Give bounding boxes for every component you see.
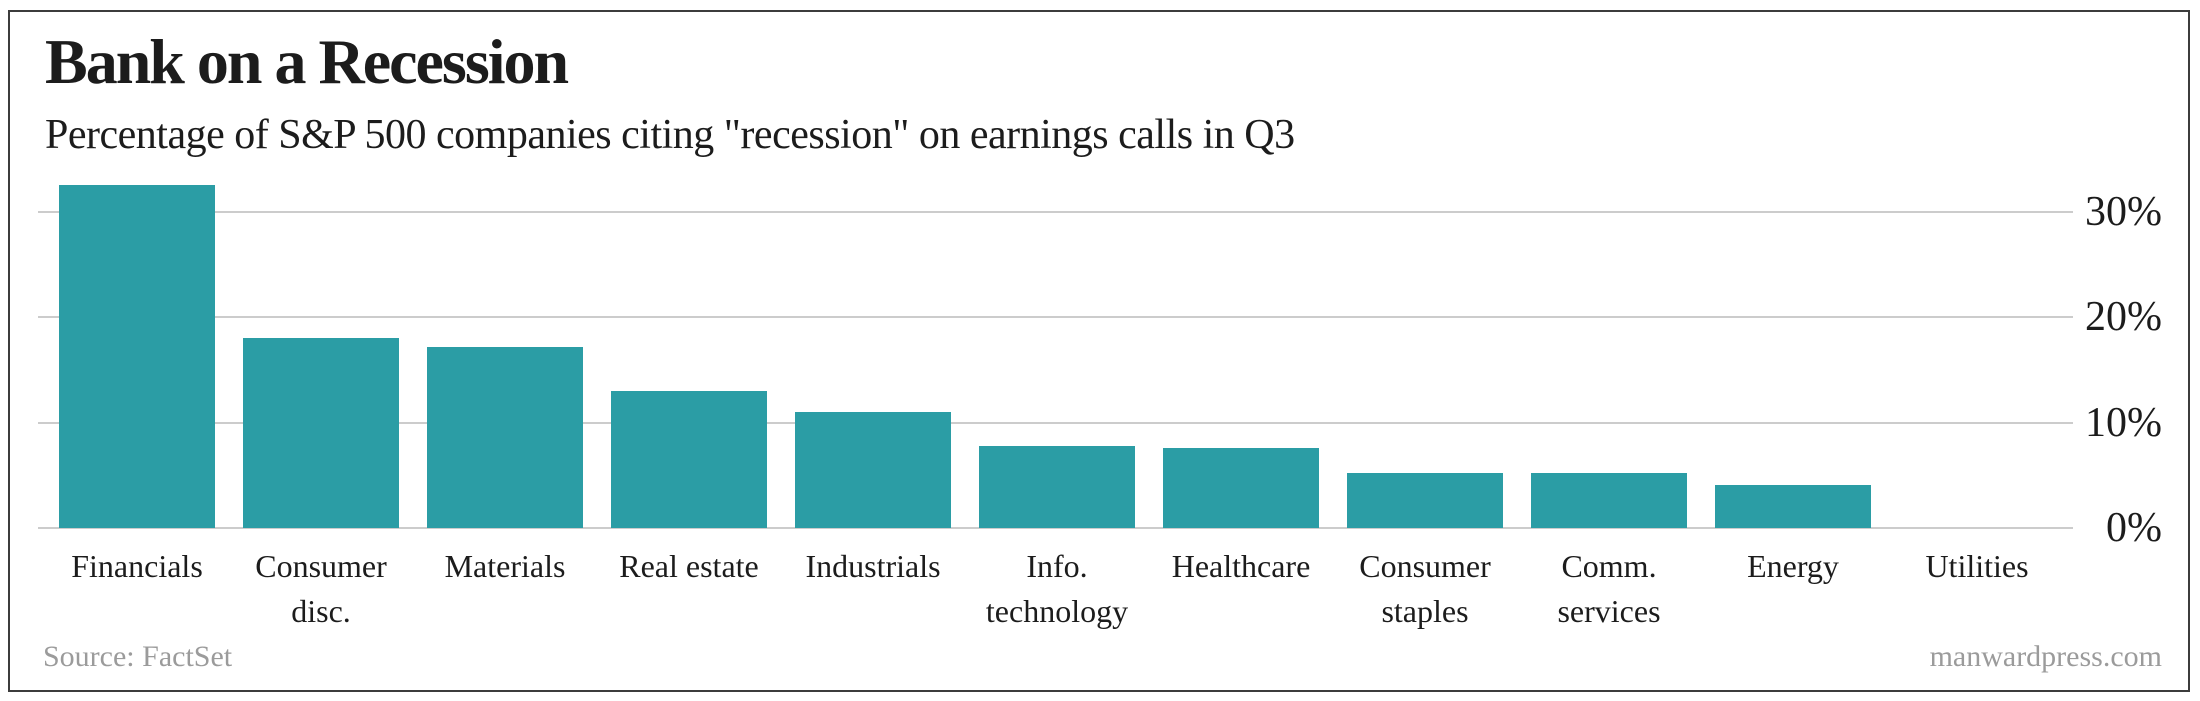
watermark: manwardpress.com — [1929, 640, 2162, 673]
bar-consumer-disc — [243, 338, 399, 528]
x-label-energy: Energy — [1673, 544, 1913, 589]
x-label-real-estate: Real estate — [569, 544, 809, 589]
x-label-line: Info. — [1026, 548, 1088, 584]
bar-comm-services — [1531, 473, 1687, 528]
x-label-info-technology: Info. technology — [937, 544, 1177, 634]
y-tick-label-0: 0% — [2106, 505, 2162, 551]
x-label-line: Healthcare — [1171, 548, 1311, 584]
x-label-line: Consumer — [1359, 548, 1491, 584]
x-label-line: technology — [985, 593, 1129, 629]
x-label-line: Industrials — [805, 548, 941, 584]
bar-consumer-staples — [1347, 473, 1503, 528]
source-note: Source: FactSet — [43, 640, 233, 673]
x-label-utilities: Utilities — [1857, 544, 2097, 589]
chart-title: Bank on a Recession — [45, 26, 569, 97]
x-label-line: Consumer — [255, 548, 387, 584]
bar-real-estate — [611, 391, 767, 528]
y-tick-label-10: 10% — [2085, 399, 2162, 446]
bar-info-technology — [979, 446, 1135, 528]
bar-materials — [427, 347, 583, 528]
x-label-healthcare: Healthcare — [1121, 544, 1361, 589]
bar-energy — [1715, 485, 1871, 528]
x-label-financials: Financials — [17, 544, 257, 589]
x-label-line: services — [1557, 593, 1661, 629]
x-label-industrials: Industrials — [753, 544, 993, 589]
gridline-10 — [38, 421, 2073, 424]
x-label-line: Financials — [71, 548, 203, 584]
x-label-materials: Materials — [385, 544, 625, 589]
bar-healthcare — [1163, 448, 1319, 528]
gridline-30 — [38, 210, 2073, 213]
chart-subtitle: Percentage of S&P 500 companies citing "… — [45, 112, 1295, 158]
x-label-consumer-staples: Consumer staples — [1305, 544, 1545, 634]
x-label-line: Real estate — [619, 548, 759, 584]
gridline-20 — [38, 316, 2073, 318]
x-label-line: Utilities — [1925, 548, 2029, 584]
x-label-comm-services: Comm. services — [1489, 544, 1729, 634]
y-tick-label-30: 30% — [2085, 188, 2162, 235]
bar-industrials — [795, 412, 951, 528]
x-label-line: staples — [1381, 593, 1469, 629]
x-label-line: Comm. — [1561, 548, 1657, 584]
x-label-consumer-disc: Consumer disc. — [201, 544, 441, 634]
x-label-line: Materials — [444, 548, 566, 584]
y-tick-label-20: 20% — [2085, 294, 2162, 340]
x-label-line: Energy — [1747, 548, 1839, 584]
gridline-0 — [38, 527, 2073, 529]
x-label-line: disc. — [291, 593, 351, 629]
bar-financials — [59, 185, 215, 528]
